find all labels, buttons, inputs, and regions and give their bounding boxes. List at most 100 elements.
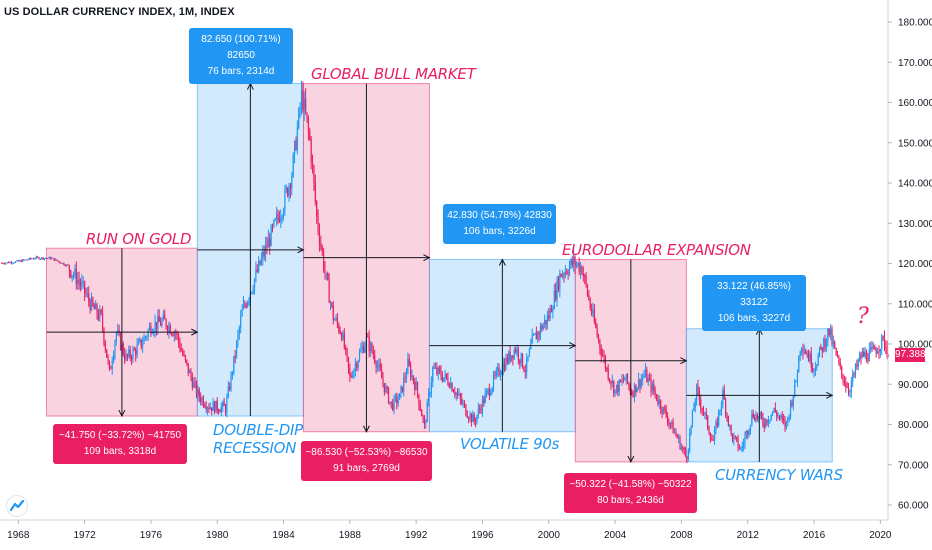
candle-body	[256, 269, 258, 272]
candle-body	[486, 390, 488, 394]
candle-body	[557, 279, 560, 290]
candle-body	[503, 363, 506, 370]
candle-body	[827, 328, 829, 341]
candle-body	[368, 336, 370, 352]
candle-body	[624, 379, 626, 381]
candle-body	[614, 389, 616, 394]
candle-body	[857, 360, 859, 367]
candle-body	[713, 429, 716, 441]
measure-harrow-2	[423, 254, 431, 262]
candle-body	[647, 378, 649, 383]
candle-body	[733, 436, 735, 441]
candle-body	[763, 423, 765, 427]
candle-body	[788, 417, 790, 418]
candle-body	[357, 360, 359, 368]
candle-body	[401, 386, 403, 392]
info-volatile-90s: 42.830 (54.78%) 42830 106 bars, 3226d	[443, 204, 556, 244]
candle-body	[358, 352, 361, 361]
candle-body	[882, 335, 884, 337]
candle-body	[588, 294, 590, 300]
candle-body	[126, 354, 129, 357]
price-axis-label: 100.000	[898, 340, 932, 351]
candle-body	[372, 351, 374, 356]
candle-body	[843, 381, 846, 384]
candle-body	[161, 320, 163, 326]
candle-body	[430, 382, 432, 394]
candle-body	[466, 415, 468, 418]
candle-body	[455, 393, 457, 395]
candle-body	[289, 185, 292, 189]
candle-body	[314, 182, 316, 202]
candle-body	[487, 388, 489, 391]
candle-body	[631, 391, 633, 395]
candle-body	[477, 408, 479, 416]
candle-body	[414, 381, 416, 391]
candle-body	[324, 269, 326, 274]
candle-body	[129, 349, 131, 358]
candle-body	[802, 348, 804, 353]
candle-body	[302, 90, 304, 110]
candle-body	[70, 270, 72, 278]
candle-body	[738, 447, 741, 449]
candle-body	[472, 414, 474, 423]
candle-body	[336, 318, 339, 325]
candle-body	[672, 421, 674, 434]
info-global-bull-bars: 91 bars, 2769d	[333, 463, 400, 474]
candle-body	[57, 260, 59, 262]
candle-body	[599, 339, 601, 349]
candle-body	[52, 257, 54, 259]
price-axis-label: 170.000	[898, 58, 932, 69]
candle-body	[821, 347, 823, 352]
candle-body	[3, 263, 6, 265]
time-axis-label: 1976	[140, 530, 163, 541]
candle-body	[2, 263, 4, 264]
candle-body	[147, 330, 149, 337]
candle-body	[237, 333, 239, 342]
candle-body	[628, 382, 630, 387]
candle-body	[17, 260, 19, 262]
measure-harrow-4	[680, 357, 688, 365]
candle-body	[182, 351, 184, 355]
candle-body	[608, 378, 611, 382]
candle-body	[354, 364, 356, 370]
candle-body	[394, 396, 397, 398]
candle-body	[451, 383, 453, 392]
candle-body	[99, 309, 101, 319]
candle-body	[592, 309, 594, 314]
candle-body	[704, 412, 706, 414]
candle-body	[382, 378, 384, 384]
candle-body	[235, 341, 238, 357]
candle-body	[132, 349, 134, 360]
time-axis-label: 1968	[7, 530, 30, 541]
label-double-dip-line2: RECESSION	[213, 439, 297, 457]
candle-body	[499, 374, 502, 376]
candle-body	[140, 339, 142, 347]
candle-body	[854, 364, 857, 375]
candle-body	[523, 367, 525, 371]
candle-body	[433, 367, 435, 369]
candle-body	[404, 377, 406, 379]
candle-body	[549, 308, 551, 319]
candle-body	[727, 416, 729, 426]
candle-body	[103, 328, 105, 343]
candle-body	[198, 389, 200, 398]
candle-body	[295, 141, 297, 150]
candle-body	[411, 375, 413, 378]
candle-body	[596, 327, 598, 336]
candle-body	[818, 346, 821, 356]
time-axis-label: 2004	[604, 530, 627, 541]
candle-body	[521, 353, 524, 368]
candle-body	[556, 279, 558, 300]
candle-body	[349, 368, 351, 376]
label-double-dip-line1: DOUBLE-DIP	[213, 421, 303, 439]
tradingview-logo-icon[interactable]	[6, 495, 28, 517]
candle-body	[816, 365, 818, 369]
candle-body	[470, 413, 473, 423]
candle-body	[271, 226, 274, 227]
candle-body	[106, 349, 108, 358]
candle-body	[626, 373, 629, 383]
candle-body	[716, 422, 718, 426]
candle-body	[41, 257, 43, 259]
candle-body	[59, 261, 61, 263]
